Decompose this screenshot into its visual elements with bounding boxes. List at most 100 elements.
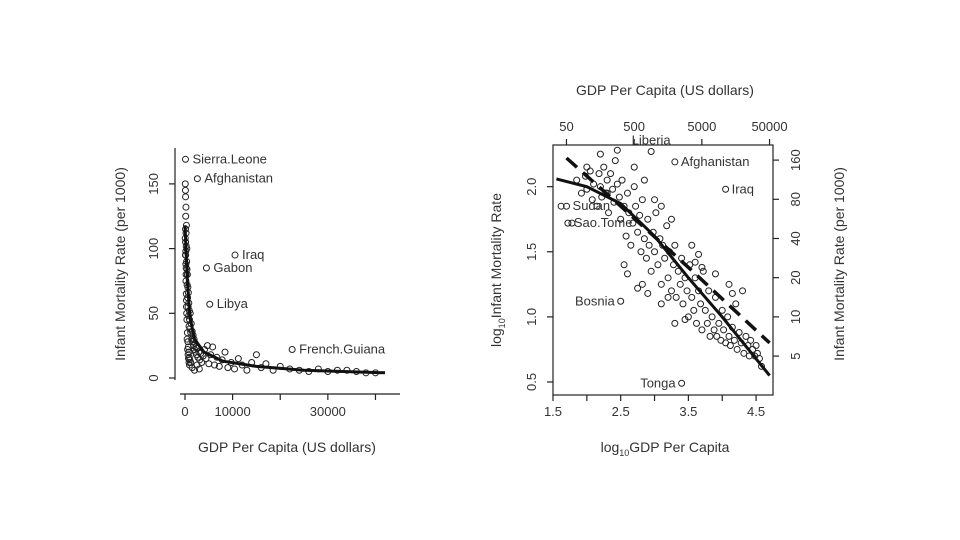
left-data-point: [182, 212, 190, 220]
right-labeled-point: [678, 379, 686, 387]
right-y-tick-label: 1.5: [524, 243, 539, 261]
right-right-tick-label: 5: [788, 352, 803, 359]
right-data-point: [630, 183, 638, 191]
right-x-tick-label: 3.5: [679, 404, 697, 419]
right-right-tick-label: 40: [788, 231, 803, 245]
left-data-point: [185, 358, 193, 366]
right-data-point: [725, 332, 733, 340]
left-data-point: [252, 351, 260, 359]
right-data-point: [605, 209, 613, 217]
right-data-point: [688, 241, 696, 249]
right-y-ticks: 0.5 1.0 1.5 2.0: [524, 178, 553, 391]
right-data-point: [739, 287, 747, 295]
right-data-point: [747, 336, 755, 344]
right-data-point: [627, 241, 635, 249]
right-data-point: [724, 313, 732, 321]
left-point-label: Gabon: [213, 260, 252, 275]
left-data-point: [195, 348, 203, 356]
right-data-point: [654, 261, 662, 269]
left-point-label: Afghanistan: [204, 171, 273, 186]
right-data-point: [683, 287, 691, 295]
right-data-point: [667, 287, 675, 295]
right-data-point: [644, 289, 652, 297]
right-data-point: [632, 202, 640, 210]
right-data-point: [671, 319, 679, 327]
right-data-point: [640, 176, 648, 184]
left-data-point: [193, 361, 201, 369]
right-data-point: [603, 176, 611, 184]
right-data-point: [596, 150, 604, 158]
right-data-point: [568, 219, 576, 227]
right-data-point: [705, 287, 713, 295]
right-data-point: [600, 163, 608, 171]
right-data-point: [613, 180, 621, 188]
right-data-point: [726, 342, 734, 350]
right-data-point: [644, 215, 652, 223]
left-y-axis-title: Infant Mortality Rate (per 1000): [112, 167, 128, 361]
right-data-point: [613, 146, 621, 154]
left-x-tick-label: 0: [181, 404, 188, 419]
right-data-point: [663, 222, 671, 230]
left-y-tick-label: 0: [146, 374, 161, 381]
right-data-point: [609, 185, 617, 193]
right-data-point: [652, 209, 660, 217]
right-data-point: [623, 270, 631, 278]
right-data-point: [623, 189, 631, 197]
right-data-point: [690, 306, 698, 314]
left-x-axis-title: GDP Per Capita (US dollars): [198, 439, 376, 455]
left-data-point: [211, 361, 219, 369]
right-data-point: [586, 167, 594, 175]
right-data-point: [715, 319, 723, 327]
right-data-point: [698, 326, 706, 334]
left-labeled-point: [181, 155, 189, 163]
right-x-tick-label: 4.5: [747, 404, 765, 419]
right-dashed-fit-line: [565, 156, 771, 345]
right-top-axis-title: GDP Per Capita (US dollars): [576, 82, 754, 98]
right-right-tick-label: 10: [788, 310, 803, 324]
right-data-point: [713, 332, 721, 340]
right-data-point: [703, 319, 711, 327]
left-data-point: [182, 203, 190, 211]
right-data-point: [679, 300, 687, 308]
left-point-label: Sierra.Leone: [192, 151, 266, 166]
left-point-label: Iraq: [242, 247, 264, 262]
left-data-point: [195, 365, 203, 373]
left-data-point: [205, 360, 213, 368]
right-right-tick-label: 80: [788, 192, 803, 206]
left-y-ticks: 0 50 100 150: [146, 173, 175, 382]
right-data-point: [607, 170, 615, 178]
right-data-point: [642, 254, 650, 262]
right-x-tick-label: 1.5: [544, 404, 562, 419]
right-data-point: [638, 196, 646, 204]
right-x-tick-label: 2.5: [612, 404, 630, 419]
right-data-point: [742, 332, 750, 340]
left-panel: 0 10000 30000 0 50 100 150 Sierra.Leone Afghan…: [112, 148, 400, 455]
right-data-point: [617, 215, 625, 223]
right-point-label: Sudan: [573, 198, 611, 213]
right-point-label: Iraq: [732, 181, 754, 196]
right-data-point: [634, 284, 642, 292]
right-data-point: [657, 300, 665, 308]
right-top-tick-label: 500: [623, 119, 645, 134]
left-x-tick-label: 30000: [310, 404, 346, 419]
right-data-point: [672, 293, 680, 301]
right-data-point: [710, 326, 718, 334]
right-point-labels: Liberia Afghanistan Iraq Sudan Sao.Tome Bosni…: [573, 133, 754, 391]
right-top-tick-label: 5000: [687, 119, 716, 134]
right-point-label: Sao.Tome: [574, 215, 633, 230]
right-data-point: [588, 196, 596, 204]
right-data-point: [611, 157, 619, 165]
left-x-ticks: 0 10000 30000: [181, 394, 377, 419]
right-right-tick-label: 20: [788, 270, 803, 284]
right-data-point: [557, 202, 565, 210]
right-point-label: Tonga: [640, 375, 676, 390]
right-data-point: [634, 228, 642, 236]
right-top-ticks: 50 500 5000 50000: [559, 119, 788, 145]
left-data-point: [209, 343, 217, 351]
right-data-point: [637, 248, 645, 256]
right-data-point: [651, 196, 659, 204]
right-data-point: [664, 293, 672, 301]
left-x-tick-label: 10000: [215, 404, 251, 419]
left-labeled-point: [202, 264, 210, 272]
